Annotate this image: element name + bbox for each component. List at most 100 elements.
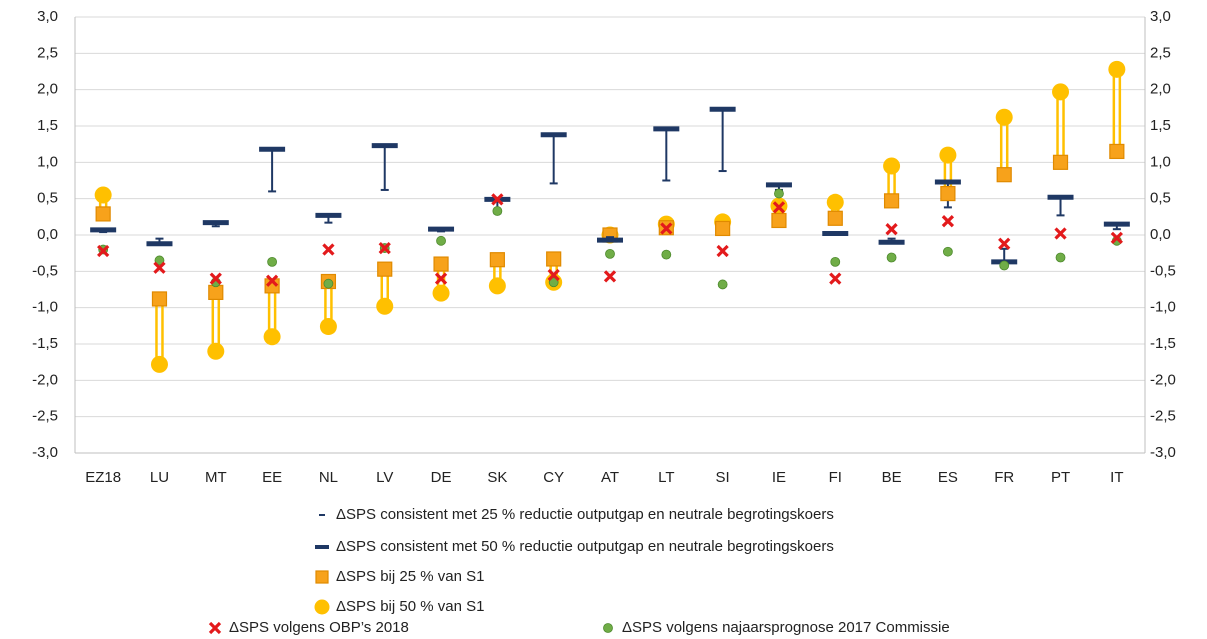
marker-dot xyxy=(661,249,672,260)
legend-label: ΔSPS consistent met 50 % reductie output… xyxy=(336,538,834,555)
marker-dot xyxy=(548,277,559,288)
legend-icon xyxy=(315,570,329,584)
legend-icon xyxy=(603,623,613,633)
marker-cross xyxy=(941,215,955,228)
legend-label: ΔSPS bij 50 % van S1 xyxy=(336,598,484,615)
marker-circle xyxy=(1052,83,1070,101)
marker-cross xyxy=(660,222,673,235)
legend-label: ΔSPS bij 25 % van S1 xyxy=(336,568,484,585)
marker-circle xyxy=(432,284,450,302)
y2-tick-label: 1,5 xyxy=(1150,117,1171,134)
y-tick-label: -1,0 xyxy=(32,299,58,316)
marker-circle xyxy=(376,297,394,315)
y-tick-label: -2,0 xyxy=(32,371,58,388)
series-cross xyxy=(97,193,1123,287)
y2-tick-label: 2,5 xyxy=(1150,44,1171,61)
marker-dot xyxy=(323,278,334,289)
marker-square xyxy=(940,185,956,202)
marker-cross xyxy=(772,201,786,214)
marker-square xyxy=(208,284,224,301)
y2-tick-label: -2,5 xyxy=(1150,408,1176,425)
legend-icon xyxy=(314,599,330,615)
y-tick-label: -3,0 xyxy=(32,444,58,461)
legend-label: ΔSPS volgens najaarsprognose 2017 Commis… xyxy=(622,619,950,636)
marker-square xyxy=(433,256,449,272)
marker-circle xyxy=(150,355,168,373)
x-tick-label: CY xyxy=(543,469,564,486)
marker-circle xyxy=(488,277,506,295)
x-tick-label: DE xyxy=(431,469,452,486)
marker-square xyxy=(883,193,900,209)
y2-tick-label: -1,0 xyxy=(1150,299,1176,316)
marker-cross xyxy=(716,244,729,258)
legend-label: ΔSPS consistent met 25 % reductie output… xyxy=(336,506,834,523)
marker-cross xyxy=(322,243,335,256)
y2-tick-label: 3,0 xyxy=(1150,8,1171,25)
marker-cross xyxy=(829,272,842,285)
marker-dot xyxy=(605,248,615,259)
y-tick-label: -0,5 xyxy=(32,262,58,279)
y-tick-label: 1,0 xyxy=(37,153,58,170)
marker-dot xyxy=(267,256,278,267)
legend-item: ΔSPS bij 50 % van S1 xyxy=(314,598,484,615)
x-tick-label: SI xyxy=(716,469,730,486)
y2-tick-label: 0,5 xyxy=(1150,190,1171,207)
marker-cross xyxy=(998,237,1011,250)
x-tick-label: AT xyxy=(601,469,619,486)
marker-square xyxy=(996,167,1012,183)
marker-dot xyxy=(886,252,897,263)
marker-circle xyxy=(319,318,337,336)
x-tick-label: FI xyxy=(829,469,842,486)
marker-circle xyxy=(263,328,281,346)
y-tick-label: 3,0 xyxy=(37,8,58,25)
series-thick-dash xyxy=(90,106,1130,265)
marker-circle xyxy=(826,193,844,211)
marker-dot xyxy=(492,206,503,216)
marker-cross xyxy=(1110,231,1123,245)
legend-label: ΔSPS volgens OBP’s 2018 xyxy=(229,619,409,636)
marker-circle xyxy=(94,186,112,204)
y2-tick-label: -3,0 xyxy=(1150,444,1176,461)
marker-cross xyxy=(378,241,391,255)
legend-item: ΔSPS volgens OBP’s 2018 xyxy=(208,619,409,636)
marker-cross xyxy=(547,268,560,282)
marker-circle xyxy=(995,108,1013,126)
x-tick-label: IT xyxy=(1110,469,1123,486)
legend-item: ΔSPS consistent met 25 % reductie output… xyxy=(319,506,834,523)
marker-square xyxy=(546,251,562,267)
marker-square xyxy=(1052,154,1069,170)
y-tick-label: 2,5 xyxy=(37,44,58,61)
x-tick-label: NL xyxy=(319,469,338,486)
y2-tick-label: 2,0 xyxy=(1150,81,1171,98)
y-tick-label: 0,0 xyxy=(37,226,58,243)
marker-cross xyxy=(153,261,166,274)
y-tick-label: 2,0 xyxy=(37,81,58,98)
marker-circle xyxy=(207,342,225,360)
x-tick-label: LV xyxy=(376,469,393,486)
x-tick-label: LT xyxy=(658,469,674,486)
y2-tick-label: 1,0 xyxy=(1150,153,1171,170)
marker-cross xyxy=(491,193,504,206)
x-tick-label: EE xyxy=(262,469,282,486)
marker-dot xyxy=(942,246,953,257)
x-tick-label: BE xyxy=(882,469,902,486)
y2-tick-label: -1,5 xyxy=(1150,335,1176,352)
x-tick-label: LU xyxy=(150,469,169,486)
marker-square xyxy=(377,261,393,277)
marker-cross xyxy=(265,274,279,287)
marker-circle xyxy=(1108,60,1126,78)
y2-tick-label: -2,0 xyxy=(1150,371,1176,388)
x-tick-label: EZ18 xyxy=(85,469,121,486)
marker-dot xyxy=(154,255,165,266)
marker-dot xyxy=(999,260,1010,271)
marker-square xyxy=(1109,143,1125,160)
x-tick-label: MT xyxy=(205,469,227,486)
x-tick-label: IE xyxy=(772,469,786,486)
marker-square xyxy=(489,252,505,268)
y-tick-label: 0,5 xyxy=(37,190,58,207)
y-tick-label: 1,5 xyxy=(37,117,58,134)
series-thin-dash xyxy=(99,170,1121,250)
y-tick-label: -2,5 xyxy=(32,408,58,425)
marker-cross xyxy=(209,272,222,285)
